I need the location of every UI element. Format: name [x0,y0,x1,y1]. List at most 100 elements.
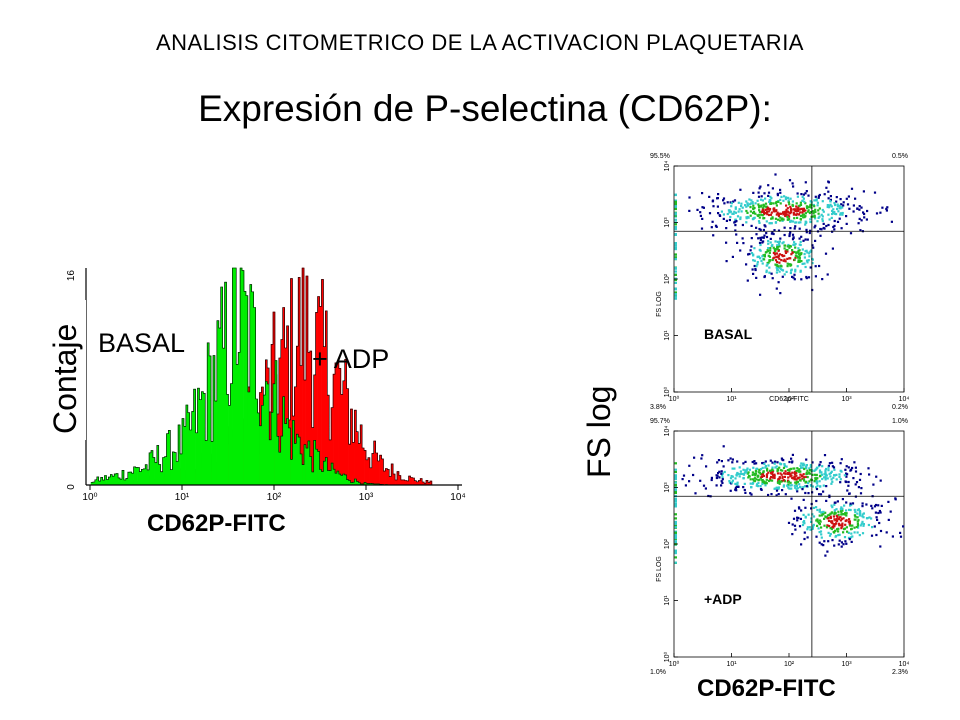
dotplot-event [786,218,789,221]
dotplot-event [767,254,770,257]
dotplot-event [773,473,776,476]
dotplot-event [875,212,879,215]
dotplot-event [744,460,747,463]
dotplot-event [794,481,797,484]
dotplot-event [788,246,791,249]
dotplot-event [783,463,786,466]
dotplot-event [740,202,743,205]
dotplot-edge-event [674,468,677,471]
dotplot-event [858,514,861,517]
dotplot-event [804,516,807,519]
dotplot-event [786,265,789,268]
dotplot-event [756,255,759,258]
dotplot-event [767,210,770,213]
dotplot-event [803,476,806,479]
dotplot-event [814,195,817,198]
dotplot-event [809,220,812,224]
dotplot-event [693,456,696,459]
dotplot-event [720,484,723,487]
dotplot-event [743,488,746,492]
dotplot-event [845,512,848,515]
dotplot-edge-event [674,287,677,290]
dotplot-event [827,464,830,467]
dotplot-event [797,249,800,253]
dotplot-events [674,445,905,564]
dotplot-event [870,504,873,507]
dotplot-event [735,474,738,477]
dotplot-event [842,531,845,534]
dotplot-event [779,216,782,219]
dotplot-event [778,480,781,483]
dotplot-event [821,208,824,212]
dotplot-event [827,466,830,469]
dot-y-tick-label: 10⁴ [664,426,671,437]
dotplot-event [750,252,754,255]
dotplot-event [834,203,837,207]
dotplot-event [812,515,816,518]
dotplot-event [729,477,733,480]
dotplot-event [772,469,775,472]
dotplot-event [829,475,832,478]
dotplot-event [838,539,841,542]
dotplot-event [768,200,771,203]
dotplot-event [836,220,840,223]
dotplot-edge-event [674,246,677,249]
dotplot-event [759,487,763,491]
dotplot-event [854,483,857,486]
dotplot-event [800,466,803,469]
dotplot-event [844,512,847,515]
dotplot-event [812,210,815,213]
dotplot-edge-event [674,270,677,273]
dotplot-event [743,482,746,485]
dotplot-event [749,482,752,485]
dotplot-event [765,235,769,239]
dotplot-event [769,237,772,240]
dotplot-event [758,210,762,213]
dotplot-event [843,504,846,507]
dotplot-event [783,475,786,478]
dotplot-event [757,191,760,194]
dotplot-event [764,484,767,487]
dotplot-event [739,249,742,252]
dotplot-event [830,482,833,485]
dotplot-event [789,205,792,208]
dotplot-event [767,239,770,243]
dotplot-event [871,526,874,529]
histogram-marks [90,267,459,486]
dotplot-event [728,481,731,484]
dotplot-event [681,478,684,481]
dotplot-event [779,202,782,205]
dotplot-event [804,506,807,509]
dotplot-event [839,462,842,465]
dotplot-event [845,509,848,512]
dotplot-event [787,480,790,483]
dotplot-event [825,499,828,502]
dotplot-event [781,255,784,258]
dotplot-event [841,509,844,512]
dotplot-event [802,473,805,476]
dotplot-event [833,202,836,205]
dotplot-event [820,471,823,474]
dotplot-event [819,485,822,488]
dotplot-event [749,249,752,252]
dotplot-event [782,211,785,214]
dotplot-event [870,534,874,537]
dotplot-event [853,518,856,521]
dotplot-event [856,512,859,515]
dotplot-edge-event [674,530,677,533]
dotplot-event [789,220,792,223]
dotplot-edge-event [674,295,677,298]
dotplot-event [784,212,787,215]
dotplot-edge-event [674,248,677,251]
dotplot-event [784,472,787,475]
dotplot-event [833,228,836,231]
dotplot-event [811,262,814,265]
dotplot-event [832,212,835,215]
dotplot-event [875,533,878,537]
dotplot-event [777,493,780,496]
dotplot-event [772,208,776,211]
dotplot-event [742,486,745,489]
dotplot-event [859,492,863,495]
dotplot-event [785,465,788,468]
dotplot-event [779,264,782,267]
